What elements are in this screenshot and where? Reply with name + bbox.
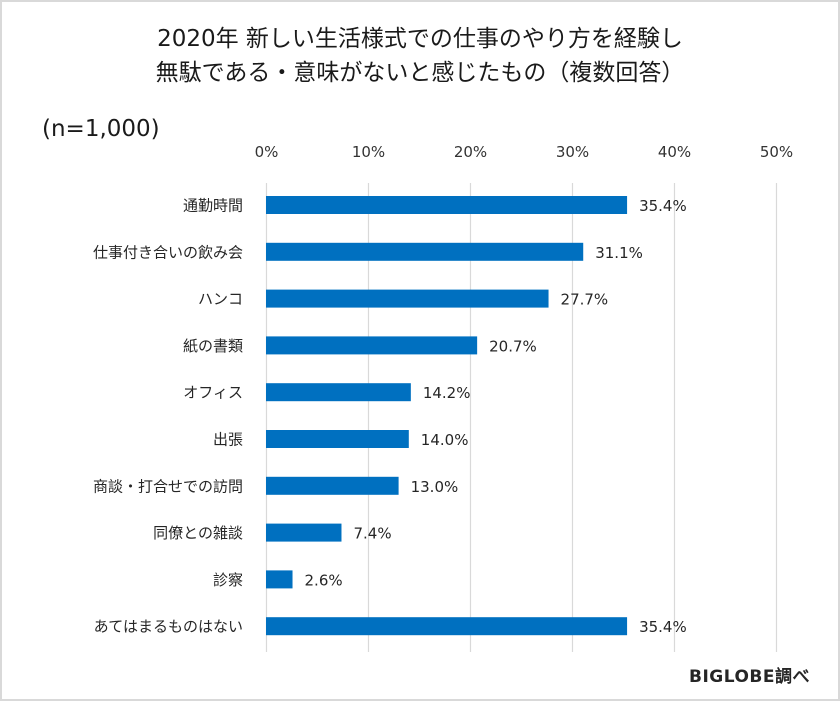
value-label: 2.6% [305,571,343,589]
value-label: 35.4% [639,618,687,636]
value-label: 20.7% [489,337,537,355]
bar [266,430,409,448]
value-label: 27.7% [561,291,609,309]
chart-title-line-2: 無駄である・意味がないと感じたもの（複数回答） [155,60,685,86]
x-tick-label: 40% [658,143,691,161]
chart-title-line-1: 2020年 新しい生活様式での仕事のやり方を経験し [157,26,683,52]
bar [266,523,342,542]
category-label: ハンコ [198,290,243,308]
bar [266,476,399,495]
sample-size-label: (n=1,000) [42,116,160,142]
category-label: あてはまるものはない [94,618,243,636]
x-tick-label: 0% [255,143,279,161]
x-tick-label: 20% [454,143,487,161]
value-label: 31.1% [595,244,643,262]
x-tick-label: 10% [352,143,385,161]
chart-title: 2020年 新しい生活様式での仕事のやり方を経験し 無駄である・意味がないと感じ… [0,22,840,90]
bar [266,570,293,589]
source-label: BIGLOBE調べ [689,667,810,687]
bar [266,242,584,261]
category-label: 紙の書類 [183,337,243,355]
value-label: 14.0% [421,431,469,449]
category-label: 診察 [213,571,243,589]
value-label: 14.2% [423,384,471,402]
category-label: 通勤時間 [183,197,243,215]
x-tick-label: 50% [760,143,793,161]
category-label: 同僚との雑談 [153,524,243,542]
category-label: 出張 [213,431,243,449]
category-label: オフィス [183,384,243,402]
bar [266,336,478,355]
x-tick-label: 30% [556,143,589,161]
bar [266,383,411,402]
value-label: 13.0% [411,478,459,496]
value-label: 35.4% [639,197,687,215]
bar [266,617,628,636]
bar [266,196,628,214]
category-label: 仕事付き合いの飲み会 [93,243,243,261]
value-label: 7.4% [353,525,391,543]
bar [266,289,549,308]
category-label: 商談・打合せでの訪問 [93,477,243,495]
